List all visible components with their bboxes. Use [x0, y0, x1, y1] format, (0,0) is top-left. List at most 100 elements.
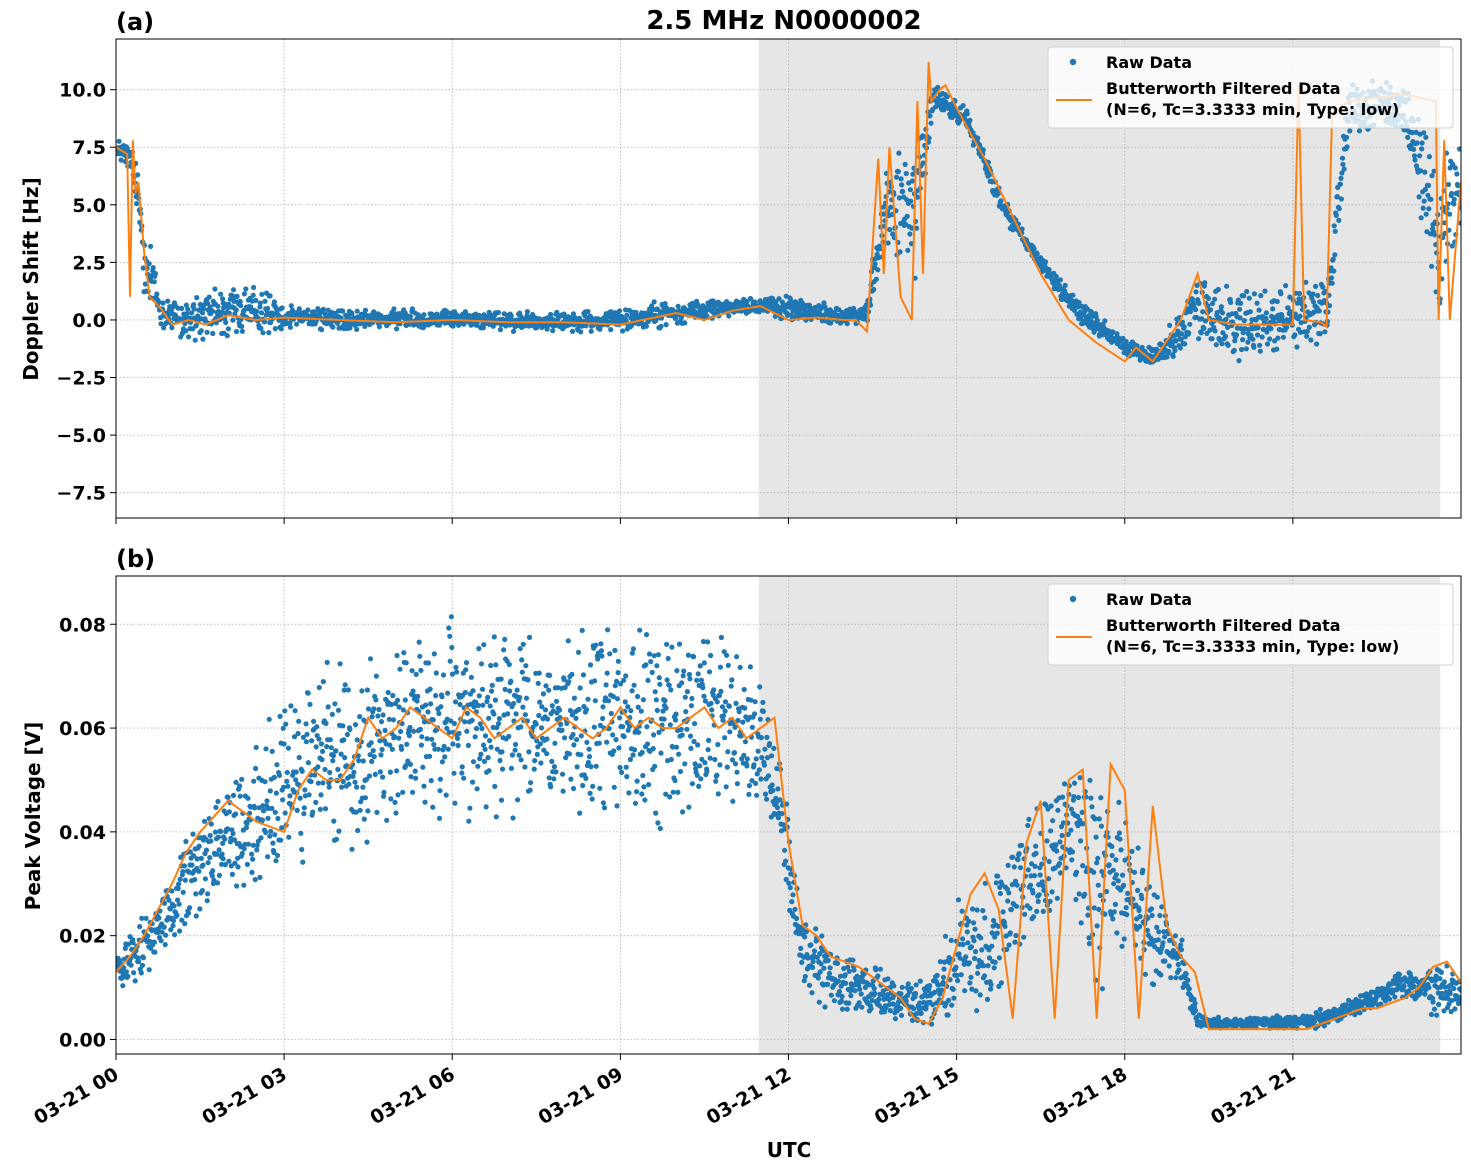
raw-point-a [1315, 292, 1321, 299]
raw-point-b [538, 725, 545, 731]
raw-point-b [989, 930, 995, 936]
raw-point-b [751, 762, 757, 768]
raw-point-b [464, 710, 470, 717]
raw-point-b [960, 936, 966, 942]
raw-point-b [402, 697, 408, 703]
raw-point-a [259, 291, 265, 297]
raw-point-a [287, 320, 293, 326]
raw-point-b [579, 627, 585, 634]
raw-point-b [988, 986, 994, 992]
raw-point-b [940, 974, 947, 981]
raw-point-b [315, 780, 321, 786]
raw-point-b [817, 969, 823, 975]
raw-point-a [510, 328, 517, 334]
raw-point-b [230, 792, 237, 799]
raw-point-a [1333, 212, 1339, 218]
raw-point-b [692, 721, 698, 727]
raw-point-b [393, 810, 399, 816]
raw-point-a [1330, 256, 1336, 262]
raw-point-b [600, 800, 607, 806]
raw-point-a [158, 314, 164, 321]
raw-point-b [1103, 888, 1110, 895]
raw-point-a [927, 113, 933, 119]
raw-point-b [352, 779, 358, 785]
raw-point-b [1057, 870, 1064, 876]
raw-point-a [964, 111, 970, 117]
raw-point-b [835, 978, 842, 984]
raw-point-b [726, 703, 732, 709]
raw-point-a [1310, 299, 1317, 305]
raw-point-a [152, 270, 158, 277]
raw-point-b [395, 792, 401, 798]
raw-point-a [1279, 313, 1285, 320]
raw-point-b [988, 982, 994, 988]
raw-point-b [592, 698, 598, 704]
raw-point-b [394, 768, 400, 774]
raw-point-b [698, 776, 704, 782]
raw-point-b [333, 748, 339, 754]
raw-point-b [344, 731, 350, 738]
raw-point-a [1031, 246, 1037, 252]
raw-point-b [519, 669, 525, 675]
raw-point-a [682, 320, 688, 326]
raw-point-b [324, 744, 330, 750]
raw-point-b [1095, 882, 1101, 888]
raw-point-b [526, 749, 532, 755]
raw-point-b [459, 770, 465, 776]
raw-point-a [1317, 331, 1323, 337]
raw-point-b [670, 789, 676, 795]
raw-point-b [753, 780, 759, 787]
raw-point-b [425, 660, 432, 666]
raw-point-b [239, 776, 245, 783]
raw-point-b [549, 703, 555, 709]
raw-point-b [705, 639, 711, 645]
raw-point-b [214, 851, 220, 857]
raw-point-b [294, 807, 300, 814]
raw-point-b [1154, 894, 1160, 900]
raw-point-b [701, 693, 707, 699]
raw-point-b [297, 795, 303, 801]
raw-point-b [891, 983, 897, 989]
raw-point-b [447, 633, 453, 639]
raw-point-a [998, 198, 1004, 204]
raw-point-b [1136, 907, 1142, 914]
raw-point-b [245, 841, 251, 847]
raw-point-b [899, 984, 905, 990]
raw-point-b [880, 988, 887, 994]
raw-point-a [260, 330, 266, 336]
raw-point-b [640, 772, 646, 779]
raw-point-b [598, 641, 604, 647]
raw-point-a [1042, 259, 1049, 265]
raw-point-b [404, 741, 410, 747]
raw-point-b [662, 698, 668, 704]
raw-point-b [934, 972, 940, 979]
raw-point-b [233, 779, 239, 785]
raw-point-a [1236, 358, 1242, 364]
raw-point-b [1061, 781, 1068, 787]
raw-point-a [407, 313, 413, 320]
raw-point-b [918, 1010, 924, 1016]
raw-point-a [1278, 291, 1284, 297]
raw-point-b [845, 964, 851, 970]
raw-point-b [453, 664, 459, 670]
raw-point-b [381, 789, 387, 795]
raw-point-a [1452, 165, 1458, 171]
raw-point-b [316, 736, 322, 742]
raw-point-b [639, 749, 645, 756]
raw-point-a [257, 300, 263, 306]
raw-point-a [1262, 288, 1268, 294]
raw-point-b [753, 756, 759, 762]
raw-point-b [498, 797, 505, 803]
raw-point-b [337, 661, 343, 667]
raw-point-b [667, 794, 673, 800]
raw-point-b [624, 774, 630, 780]
raw-point-b [180, 869, 186, 875]
raw-point-b [729, 757, 736, 763]
raw-point-b [626, 723, 633, 730]
raw-point-a [1313, 283, 1319, 289]
raw-point-b [617, 764, 623, 771]
raw-point-a [880, 204, 887, 210]
raw-point-b [621, 677, 627, 684]
raw-point-b [257, 874, 263, 881]
raw-point-b [652, 689, 658, 695]
